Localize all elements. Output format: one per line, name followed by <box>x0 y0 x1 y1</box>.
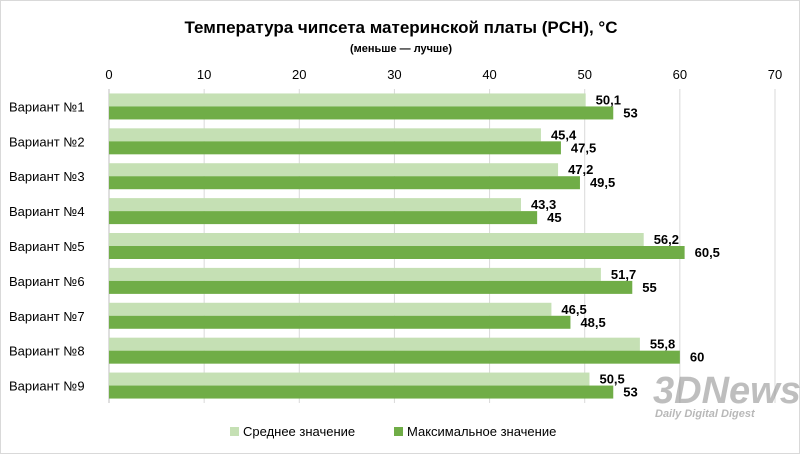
chart-title: Температура чипсета материнской платы (P… <box>184 18 617 37</box>
data-label-average: 56,2 <box>654 232 679 247</box>
legend-label-average: Среднее значение <box>243 424 355 439</box>
legend: Среднее значение Максимальное значение <box>230 424 556 439</box>
category-label: Вариант №5 <box>9 239 85 254</box>
x-tick-label: 60 <box>673 67 687 82</box>
data-label-maximum: 45 <box>547 210 561 225</box>
chart-subtitle: (меньше — лучше) <box>350 43 452 55</box>
data-label-average: 46,5 <box>561 302 586 317</box>
bar-average <box>109 233 644 246</box>
bar-maximum <box>109 280 633 294</box>
watermark: 3DNews Daily Digital Digest <box>653 370 800 420</box>
x-tick-label: 10 <box>197 67 211 82</box>
data-label-average: 47,2 <box>568 162 593 177</box>
x-tick-label: 20 <box>292 67 306 82</box>
data-label-maximum: 49,5 <box>590 175 615 190</box>
legend-swatch-maximum <box>394 427 403 436</box>
category-label: Вариант №4 <box>9 204 85 219</box>
data-label-maximum: 47,5 <box>571 140 596 155</box>
bar-maximum <box>109 385 614 399</box>
bar-average <box>109 163 559 177</box>
x-axis-ticks: 0 10 20 30 40 50 60 70 <box>105 67 782 82</box>
bar-average <box>109 302 552 316</box>
watermark-tagline: Daily Digital Digest <box>655 408 756 420</box>
bar-maximum <box>109 246 685 259</box>
bar-maximum <box>109 350 680 364</box>
category-label: Вариант №3 <box>9 169 85 184</box>
bar-average <box>109 128 541 142</box>
data-label-average: 50,5 <box>599 372 624 387</box>
data-label-maximum: 53 <box>623 385 637 400</box>
bar-maximum <box>109 211 538 225</box>
data-label-average: 55,8 <box>650 337 675 352</box>
data-label-average: 43,3 <box>531 197 556 212</box>
category-label: Вариант №2 <box>9 134 85 149</box>
bar-maximum <box>109 176 580 190</box>
bar-average <box>109 93 586 107</box>
x-tick-label: 50 <box>577 67 591 82</box>
category-label: Вариант №9 <box>9 379 85 394</box>
category-label: Вариант №8 <box>9 344 85 359</box>
bar-maximum <box>109 315 571 329</box>
data-label-average: 51,7 <box>611 267 636 282</box>
watermark-brand: 3DNews <box>653 370 800 412</box>
data-label-maximum: 55 <box>642 280 656 295</box>
data-label-maximum: 48,5 <box>580 315 605 330</box>
category-label: Вариант №6 <box>9 274 85 289</box>
bar-average <box>109 372 590 386</box>
bars <box>109 93 685 399</box>
bar-average <box>109 198 521 212</box>
x-tick-label: 40 <box>482 67 496 82</box>
category-label: Вариант №7 <box>9 309 85 324</box>
data-labels: 50,15345,447,547,249,543,34556,260,551,7… <box>531 92 720 399</box>
x-tick-label: 30 <box>387 67 401 82</box>
bar-average <box>109 267 601 281</box>
data-label-maximum: 53 <box>623 105 637 120</box>
data-label-maximum: 60,5 <box>695 245 720 260</box>
category-label: Вариант №1 <box>9 99 85 114</box>
x-tick-label: 70 <box>768 67 782 82</box>
y-axis-categories: Вариант №1 Вариант №2 Вариант №3 Вариант №4… <box>9 99 85 393</box>
x-tick-label: 0 <box>105 67 112 82</box>
data-label-maximum: 60 <box>690 350 704 365</box>
legend-swatch-average <box>230 427 239 436</box>
data-label-average: 45,4 <box>551 127 577 142</box>
data-label-average: 50,1 <box>596 92 621 107</box>
bar-maximum <box>109 141 561 155</box>
legend-label-maximum: Максимальное значение <box>407 424 556 439</box>
bar-maximum <box>109 106 614 120</box>
bar-average <box>109 337 640 351</box>
